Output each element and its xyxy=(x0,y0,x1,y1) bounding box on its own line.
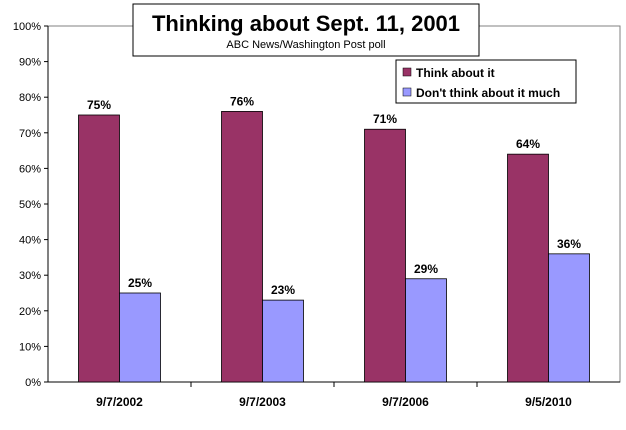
legend-swatch-think xyxy=(402,67,412,77)
data-label: 36% xyxy=(557,237,581,251)
y-tick-label: 20% xyxy=(19,306,41,318)
x-tick-label: 9/7/2006 xyxy=(382,395,429,409)
data-label: 75% xyxy=(87,98,111,112)
y-tick-label: 100% xyxy=(13,21,41,33)
bar-dont-think xyxy=(262,299,304,383)
bars xyxy=(78,111,590,383)
y-tick-label: 50% xyxy=(19,199,41,211)
data-labels: 75% 25% 76% 23% 71% 29% 64% 36% xyxy=(87,94,581,297)
y-tick-label: 60% xyxy=(19,163,41,175)
x-tick-label: 9/7/2002 xyxy=(96,395,143,409)
data-label: 25% xyxy=(128,276,152,290)
legend-label-dont-think: Don't think about it much xyxy=(416,86,560,100)
legend: Think about it Don't think about it much xyxy=(395,59,577,104)
legend-label-think: Think about it xyxy=(416,66,495,80)
y-tick-label: 70% xyxy=(19,128,41,140)
chart-subtitle: ABC News/Washington Post poll xyxy=(226,39,385,51)
y-tick-label: 90% xyxy=(19,57,41,69)
y-tick-label: 0% xyxy=(25,377,41,389)
bar-think xyxy=(221,111,263,383)
bar-think xyxy=(78,114,120,383)
data-label: 29% xyxy=(414,262,438,276)
bar-think xyxy=(507,153,549,383)
bar-dont-think xyxy=(548,253,590,383)
bar-dont-think xyxy=(405,278,447,383)
bar-dont-think xyxy=(119,292,161,383)
y-tick-label: 10% xyxy=(19,341,41,353)
x-tick-label: 9/7/2003 xyxy=(239,395,286,409)
bar-think xyxy=(364,128,406,383)
x-tick-label: 9/5/2010 xyxy=(525,395,572,409)
data-label: 76% xyxy=(230,94,254,108)
y-tick-label: 30% xyxy=(19,270,41,282)
axes: 0% 10% 20% 30% 40% 50% 60% 70% 80% 90% 100% 9/7/200… xyxy=(13,21,621,409)
y-tick-label: 80% xyxy=(19,92,41,104)
chart-title: Thinking about Sept. 11, 2001 xyxy=(152,11,460,36)
data-label: 71% xyxy=(373,112,397,126)
data-label: 23% xyxy=(271,283,295,297)
title-box: Thinking about Sept. 11, 2001 ABC News/W… xyxy=(132,3,480,57)
data-label: 64% xyxy=(516,137,540,151)
y-tick-label: 40% xyxy=(19,235,41,247)
legend-swatch-dont-think xyxy=(402,87,412,97)
